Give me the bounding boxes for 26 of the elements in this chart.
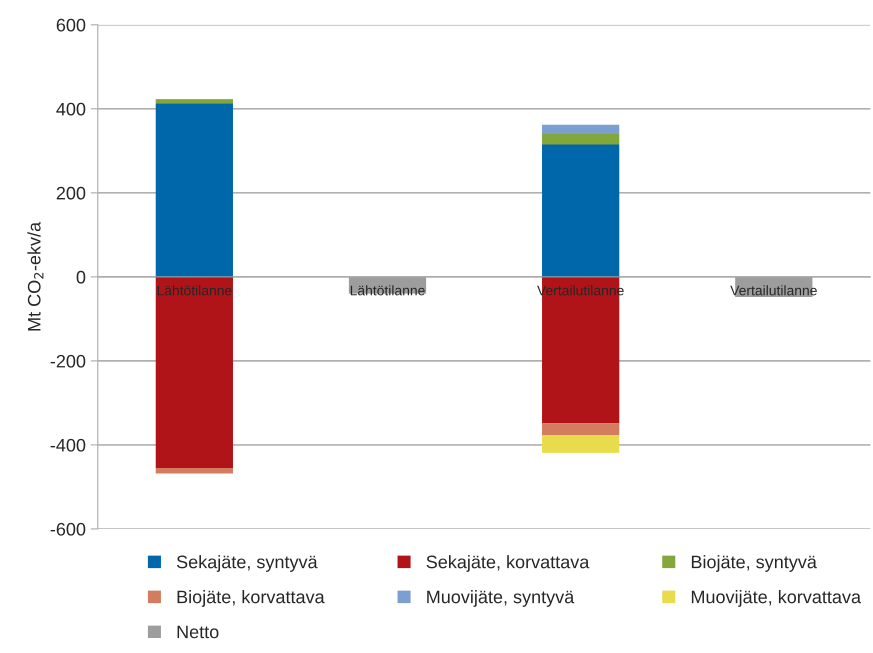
x-tick-label: Lähtötilanne [350,285,425,296]
legend-label: Biojäte, korvattava [178,590,325,607]
legend-label: Netto [178,626,218,638]
bar [156,468,233,474]
bar [542,423,620,436]
legend-label: Muovijäte, korvattava [692,590,862,607]
bar [156,103,233,277]
legend-label: Sekajäte, korvattava [426,555,590,572]
bar [156,99,233,104]
legend-label: Sekajäte, syntyvä [176,555,318,572]
bar [156,276,233,468]
y-axis-title: Mt CO$_{2}$-ekv/a [27,222,44,330]
y-tick-label: -400 [50,438,86,452]
legend-label: Muovijäte, syntyvä [427,590,574,607]
legend-label: Biojäte, syntyvä [692,555,817,572]
y-tick-label: 200 [56,186,86,200]
y-tick-label: -600 [50,522,86,536]
bar [542,435,620,453]
bar [542,144,620,277]
y-tick-label: 0 [76,270,86,284]
x-tick-label: Lähtötilanne [158,285,232,296]
bar [542,134,620,145]
y-tick-label: -200 [50,354,86,368]
y-tick-label: 400 [56,102,86,116]
y-tick-label: 600 [56,18,86,32]
bar [542,124,620,134]
